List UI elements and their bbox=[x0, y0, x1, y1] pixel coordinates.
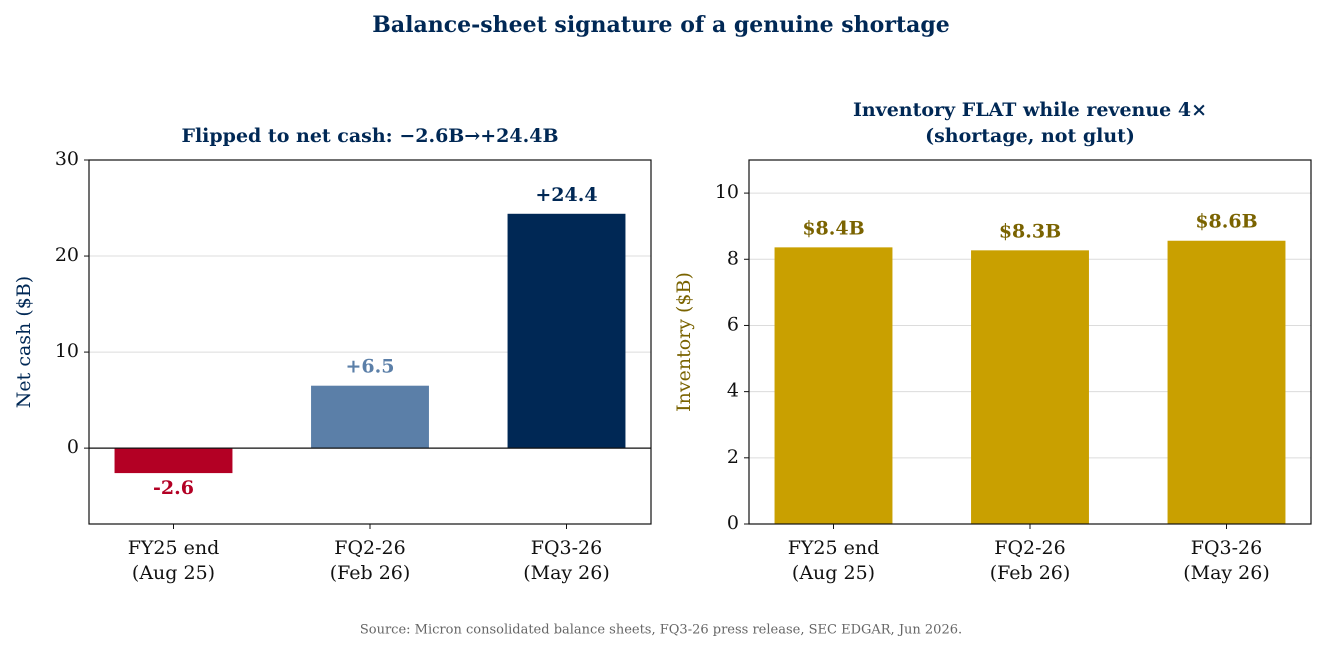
bar bbox=[114, 448, 233, 474]
page-title: Balance-sheet signature of a genuine sho… bbox=[372, 12, 950, 38]
value-label: -2.6 bbox=[153, 477, 194, 499]
plot-frame bbox=[748, 159, 1312, 525]
chart-title: Flipped to net cash: −2.6B→+24.4B bbox=[181, 125, 558, 147]
y-tick-label: 30 bbox=[55, 148, 79, 170]
chart-title: Inventory FLAT while revenue 4× (shortage… bbox=[853, 99, 1207, 147]
plot-frame bbox=[88, 159, 652, 525]
y-axis-label: Net cash ($B) bbox=[13, 276, 35, 408]
y-tick-label: 10 bbox=[715, 181, 739, 203]
x-tick-label: FY25 end (Aug 25) bbox=[788, 537, 880, 584]
value-label: +24.4 bbox=[535, 184, 597, 206]
bar bbox=[971, 250, 1089, 524]
bar bbox=[1167, 240, 1286, 524]
y-tick-label: 4 bbox=[727, 380, 739, 402]
bar bbox=[311, 385, 429, 449]
y-axis-label: Inventory ($B) bbox=[673, 272, 695, 412]
x-tick-label: FQ3-26 (May 26) bbox=[523, 537, 610, 584]
source-note: Source: Micron consolidated balance shee… bbox=[360, 623, 962, 638]
x-tick-label: FQ2-26 (Feb 26) bbox=[330, 537, 411, 584]
y-tick-label: 0 bbox=[67, 436, 79, 458]
bar bbox=[774, 247, 893, 525]
y-tick-label: 8 bbox=[727, 247, 739, 269]
y-tick-label: 2 bbox=[727, 446, 739, 468]
y-tick-label: 20 bbox=[55, 244, 79, 266]
value-label: $8.4B bbox=[802, 217, 864, 239]
value-label: $8.6B bbox=[1195, 211, 1257, 233]
y-tick-label: 10 bbox=[55, 340, 79, 362]
x-tick-label: FY25 end (Aug 25) bbox=[128, 537, 220, 584]
bar bbox=[507, 213, 626, 449]
y-tick-label: 0 bbox=[727, 512, 739, 534]
x-tick-label: FQ3-26 (May 26) bbox=[1183, 537, 1270, 584]
x-tick-label: FQ2-26 (Feb 26) bbox=[990, 537, 1071, 584]
value-label: +6.5 bbox=[346, 356, 395, 378]
value-label: $8.3B bbox=[999, 220, 1061, 242]
y-tick-label: 6 bbox=[727, 313, 739, 335]
